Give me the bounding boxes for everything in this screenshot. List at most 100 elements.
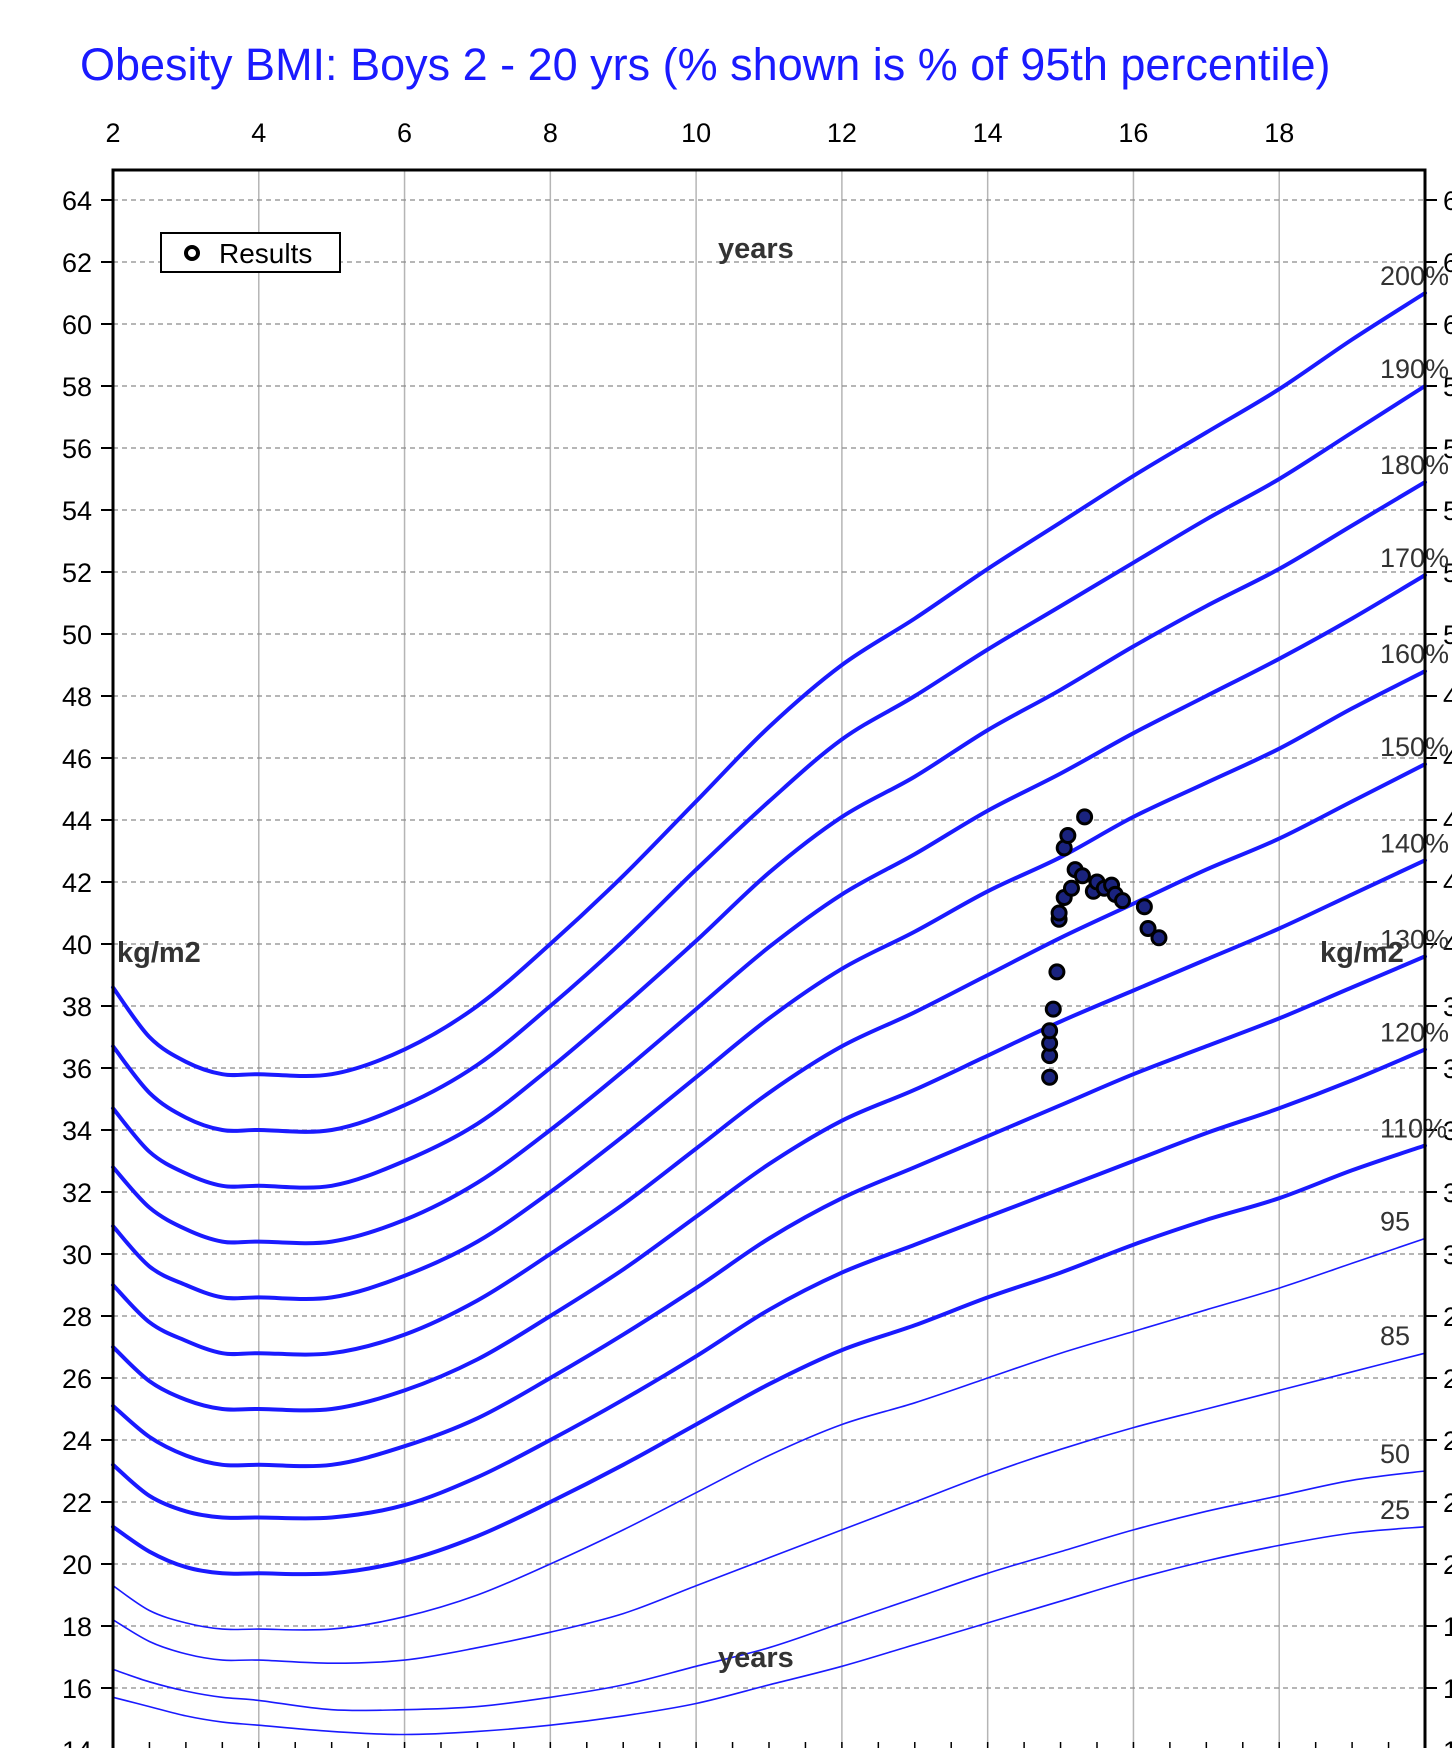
series-label: 200% bbox=[1380, 261, 1449, 291]
y-tick-label-left: 32 bbox=[62, 1178, 92, 1208]
x-tick-label: 8 bbox=[543, 118, 558, 148]
series-line bbox=[111, 1143, 1427, 1577]
y-tick-label-right: 40 bbox=[1443, 930, 1452, 960]
result-point bbox=[1150, 929, 1168, 947]
series-label: 120% bbox=[1380, 1017, 1449, 1047]
x-tick-label: 2 bbox=[105, 118, 120, 148]
series-line bbox=[112, 1352, 1426, 1664]
series-line bbox=[111, 858, 1427, 1413]
result-point bbox=[1050, 904, 1068, 922]
legend-marker-icon bbox=[184, 245, 200, 261]
y-axis-label-right: kg/m2 bbox=[1320, 937, 1404, 969]
y-tick-label-right: 20 bbox=[1443, 1550, 1452, 1580]
series-line bbox=[111, 954, 1427, 1469]
series-line bbox=[111, 669, 1427, 1301]
result-point bbox=[1076, 808, 1094, 826]
series-label: 190% bbox=[1380, 354, 1449, 384]
y-tick-label-right: 38 bbox=[1443, 992, 1452, 1022]
y-tick-label-left: 50 bbox=[62, 620, 92, 650]
y-tick-label-left: 38 bbox=[62, 992, 92, 1022]
result-point bbox=[1048, 963, 1066, 981]
series-line bbox=[111, 1047, 1427, 1521]
series-line bbox=[111, 480, 1427, 1190]
y-tick-label-left: 40 bbox=[62, 930, 92, 960]
y-tick-label-left: 52 bbox=[62, 558, 92, 588]
series-label: 50 bbox=[1380, 1439, 1410, 1469]
y-tick-label-right: 36 bbox=[1443, 1054, 1452, 1084]
y-tick-label-right: 14 bbox=[1443, 1736, 1452, 1748]
series-label: 95 bbox=[1380, 1207, 1410, 1237]
series-label: 25 bbox=[1380, 1495, 1410, 1525]
result-point bbox=[1044, 1000, 1062, 1018]
y-tick-label-right: 18 bbox=[1443, 1612, 1452, 1642]
series-label: 160% bbox=[1380, 639, 1449, 669]
x-axis-ticks: 2 4 6 8 10 12 14 16 18 bbox=[105, 118, 1426, 1748]
x-tick-label: 10 bbox=[681, 118, 711, 148]
y-tick-label-right: 42 bbox=[1443, 868, 1452, 898]
y-tick-label-right: 24 bbox=[1443, 1426, 1452, 1456]
percentile-curves bbox=[111, 291, 1427, 1736]
series-label: 110% bbox=[1380, 1114, 1447, 1144]
series-line bbox=[112, 1237, 1426, 1631]
y-tick-label-right: 50 bbox=[1443, 620, 1452, 650]
x-tick-label: 18 bbox=[1264, 118, 1294, 148]
result-point bbox=[1135, 898, 1153, 916]
y-tick-label-left: 56 bbox=[62, 434, 92, 464]
y-tick-label-left: 14 bbox=[62, 1736, 92, 1748]
y-tick-label-left: 64 bbox=[62, 186, 92, 216]
x-axis-label-bottom: years bbox=[718, 1642, 794, 1674]
y-tick-label-right: 60 bbox=[1443, 310, 1452, 340]
y-tick-label-right: 64 bbox=[1443, 186, 1452, 216]
result-point bbox=[1041, 1022, 1059, 1040]
series-line bbox=[112, 1526, 1426, 1736]
y-tick-label-right: 28 bbox=[1443, 1302, 1452, 1332]
y-tick-label-left: 46 bbox=[62, 744, 92, 774]
y-tick-label-right: 34 bbox=[1443, 1116, 1452, 1146]
x-tick-label: 6 bbox=[397, 118, 412, 148]
series-line bbox=[111, 291, 1427, 1079]
x-axis-label-top: years bbox=[718, 233, 794, 265]
result-point bbox=[1139, 920, 1157, 937]
series-label: 150% bbox=[1380, 732, 1449, 762]
y-tick-label-left: 62 bbox=[62, 248, 92, 278]
y-axis-ticks: 14 14 16 16 18 18 20 20 22 22 24 24 26 26 28 28 30 30 32 32… bbox=[62, 186, 1452, 1748]
series-line bbox=[111, 573, 1427, 1246]
y-tick-label-left: 22 bbox=[62, 1488, 92, 1518]
series-line bbox=[112, 1470, 1426, 1712]
y-tick-label-left: 28 bbox=[62, 1302, 92, 1332]
y-tick-label-right: 30 bbox=[1443, 1240, 1452, 1270]
series-label: 180% bbox=[1380, 450, 1449, 480]
y-tick-label-right: 62 bbox=[1443, 248, 1452, 278]
plot-frame bbox=[111, 168, 1427, 1748]
y-tick-label-right: 58 bbox=[1443, 372, 1452, 402]
y-tick-label-right: 56 bbox=[1443, 434, 1452, 464]
legend-label: Results bbox=[219, 238, 312, 269]
y-tick-label-right: 32 bbox=[1443, 1178, 1452, 1208]
y-tick-label-left: 20 bbox=[62, 1550, 92, 1580]
x-tick-label: 12 bbox=[827, 118, 857, 148]
y-tick-label-left: 42 bbox=[62, 868, 92, 898]
grid-lines bbox=[113, 170, 1425, 1748]
y-tick-label-right: 16 bbox=[1443, 1674, 1452, 1704]
series-label: 130% bbox=[1380, 924, 1449, 954]
result-point bbox=[1062, 879, 1080, 897]
y-tick-label-left: 30 bbox=[62, 1240, 92, 1270]
x-tick-label: 14 bbox=[973, 118, 1003, 148]
series-label: 85 bbox=[1380, 1321, 1410, 1351]
result-point bbox=[1073, 867, 1091, 885]
y-tick-label-right: 26 bbox=[1443, 1364, 1452, 1394]
y-tick-label-right: 46 bbox=[1443, 744, 1452, 774]
y-tick-label-left: 58 bbox=[62, 372, 92, 402]
y-axis-label-left: kg/m2 bbox=[117, 937, 201, 969]
y-tick-label-left: 48 bbox=[62, 682, 92, 712]
y-tick-label-left: 54 bbox=[62, 496, 92, 526]
y-tick-label-left: 26 bbox=[62, 1364, 92, 1394]
series-line bbox=[111, 762, 1427, 1357]
result-point bbox=[1114, 892, 1132, 910]
y-tick-label-left: 44 bbox=[62, 806, 92, 836]
y-tick-label-right: 44 bbox=[1443, 806, 1452, 836]
chart-title: Obesity BMI: Boys 2 - 20 yrs (% shown is… bbox=[80, 39, 1331, 90]
series-label: 170% bbox=[1380, 543, 1449, 573]
y-tick-label-left: 34 bbox=[62, 1116, 92, 1146]
